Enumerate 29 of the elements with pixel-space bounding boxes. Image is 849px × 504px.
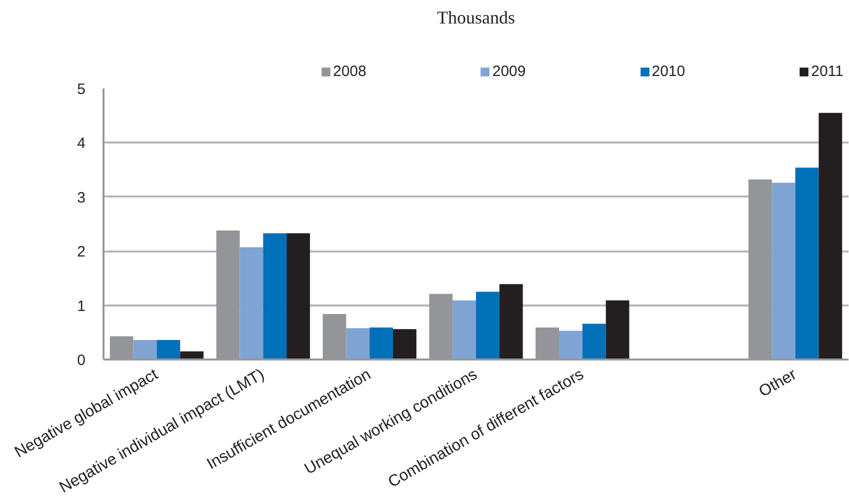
y-tick-label: 4	[77, 135, 86, 152]
legend-label: 2010	[652, 63, 686, 80]
bar	[795, 168, 819, 360]
bar	[559, 330, 582, 360]
legend-label: 2011	[811, 63, 844, 80]
y-tick-label: 3	[77, 189, 86, 206]
legend-label: 2009	[492, 63, 526, 80]
bar	[392, 329, 416, 360]
bar	[240, 247, 264, 360]
bar	[370, 328, 393, 360]
bar	[263, 233, 287, 360]
y-tick-label: 5	[77, 81, 86, 98]
x-tick-label: Other	[756, 366, 800, 401]
bar	[582, 324, 606, 360]
legend-label: 2008	[333, 63, 366, 80]
bar	[499, 284, 523, 360]
bar	[156, 340, 180, 360]
bar	[818, 112, 842, 360]
bar	[286, 233, 310, 360]
bar	[772, 182, 796, 360]
bar	[476, 292, 500, 360]
bar	[452, 300, 476, 360]
bar	[346, 328, 370, 360]
y-tick-label: 2	[77, 244, 86, 261]
y-tick-label: 1	[77, 298, 86, 315]
y-tick-label: 0	[77, 352, 86, 369]
chart-title: Thousands	[437, 8, 516, 28]
bar	[133, 340, 157, 360]
bar	[606, 300, 630, 360]
